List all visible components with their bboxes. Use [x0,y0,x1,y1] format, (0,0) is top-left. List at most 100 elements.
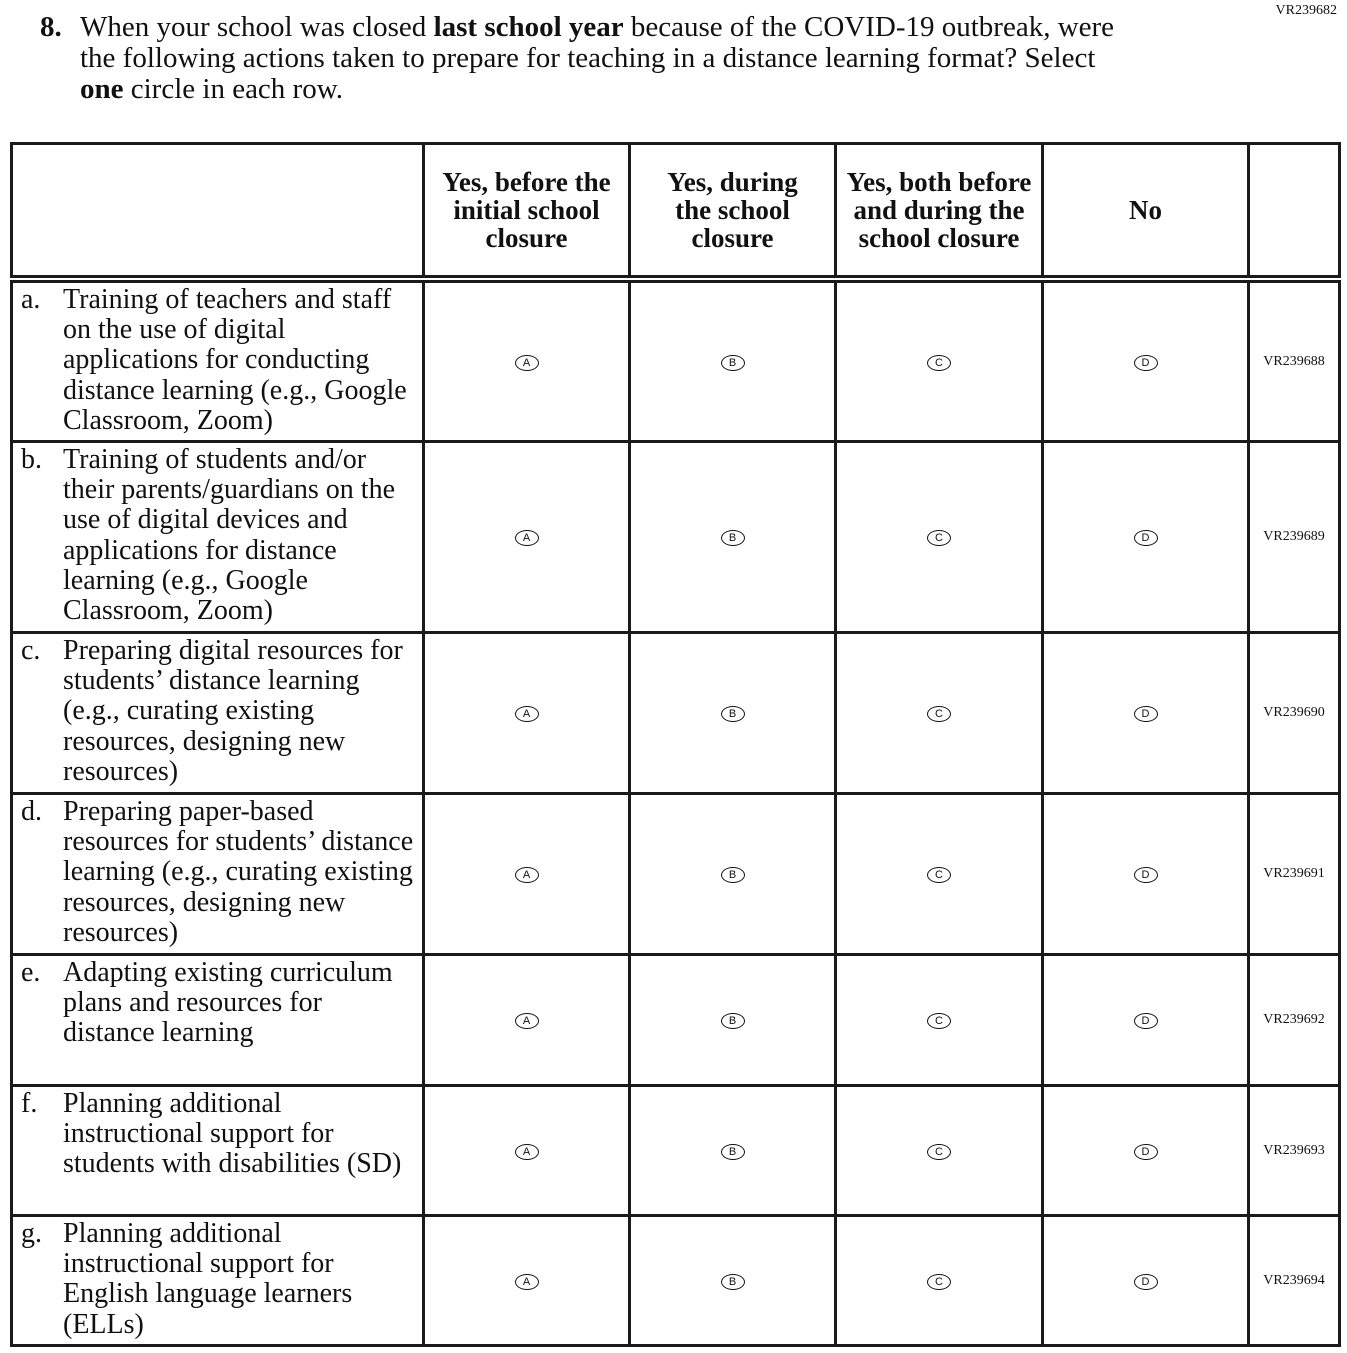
item-letter: g. [21,1218,42,1250]
table-row: a. Training of teachers and staff on the … [10,277,1341,444]
answer-bubble-d[interactable]: D [1133,1273,1158,1290]
column-header: No [1041,142,1250,283]
header-blank [1247,142,1341,283]
question-text-part: circle in each row. [123,73,344,105]
answer-bubble-a[interactable]: A [514,354,539,371]
bubble-cell: C [834,440,1044,635]
bubble-cell: A [422,440,631,635]
item-id: VR239693 [1247,1084,1341,1218]
table-row: g. Planning additional instructional supp… [10,1214,1341,1348]
answer-bubble-c[interactable]: C [927,1013,951,1030]
bubble-cell: B [628,1214,837,1348]
question-text-part: When your school was closed [80,11,434,43]
answer-bubble-c[interactable]: C [927,530,951,547]
table-row: e. Adapting existing curriculum plans and… [10,953,1341,1088]
answer-bubble-b[interactable]: B [720,867,745,884]
item-letter: c. [21,635,41,667]
bubble-cell: A [422,277,631,444]
bubble-cell: A [422,792,631,957]
item-text: Preparing digital resources for students… [63,635,403,787]
item-letter: b. [21,444,42,476]
answer-bubble-c[interactable]: C [927,1273,951,1290]
answer-bubble-c[interactable]: C [927,1143,951,1160]
item-letter: e. [21,957,41,989]
item-letter: f. [21,1088,38,1120]
column-header: Yes, both before and during the school c… [834,142,1044,283]
answer-bubble-a[interactable]: A [514,867,539,884]
item-id: VR239688 [1247,277,1341,444]
bubble-cell: C [834,1214,1044,1348]
answer-bubble-c[interactable]: C [927,867,951,884]
bubble-cell: C [834,277,1044,444]
item-text: Training of teachers and staff on the us… [63,284,407,436]
bubble-cell: D [1041,440,1250,635]
answer-bubble-a[interactable]: A [514,1143,539,1160]
answer-bubble-d[interactable]: D [1133,706,1158,723]
question-emphasis: one [80,73,124,105]
table-row: b. Training of students and/or their pare… [10,440,1341,635]
answer-bubble-b[interactable]: B [720,1013,745,1030]
bubble-cell: D [1041,1084,1250,1218]
bubble-cell: B [628,440,837,635]
item-cell: e. Adapting existing curriculum plans and… [10,953,425,1088]
answer-bubble-a[interactable]: A [514,1013,539,1030]
bubble-cell: D [1041,277,1250,444]
bubble-cell: A [422,631,631,796]
item-letter: a. [21,284,41,315]
item-text: Training of students and/or their parent… [63,444,396,627]
answer-bubble-d[interactable]: D [1133,1143,1158,1160]
question-emphasis: last school year [433,11,624,43]
answer-bubble-c[interactable]: C [927,706,951,723]
bubble-cell: B [628,277,837,444]
answer-bubble-a[interactable]: A [514,1273,539,1290]
bubble-cell: A [422,1214,631,1348]
answer-bubble-d[interactable]: D [1133,354,1158,371]
answer-bubble-d[interactable]: D [1133,1013,1158,1030]
item-cell: f. Planning additional instructional supp… [10,1084,425,1218]
item-cell: a. Training of teachers and staff on the … [10,277,425,444]
response-grid: Yes, before the initial school closure Y… [10,142,1341,1348]
bubble-cell: A [422,1084,631,1218]
answer-bubble-b[interactable]: B [720,530,745,547]
item-id: VR239694 [1247,1214,1341,1348]
answer-bubble-b[interactable]: B [720,706,745,723]
bubble-cell: C [834,792,1044,957]
question: 8. When your school was closed last scho… [40,12,1140,105]
bubble-cell: B [628,1084,837,1218]
answer-bubble-c[interactable]: C [927,354,951,371]
bubble-cell: C [834,953,1044,1088]
table-row: c. Preparing digital resources for studen… [10,631,1341,796]
answer-bubble-a[interactable]: A [514,706,539,723]
item-text: Adapting existing curriculum plans and r… [63,957,393,1049]
answer-bubble-d[interactable]: D [1133,530,1158,547]
question-text-part: because of the COVID-19 outbreak, were t… [80,11,1115,74]
answer-bubble-a[interactable]: A [514,530,539,547]
answer-bubble-d[interactable]: D [1133,867,1158,884]
bubble-cell: D [1041,792,1250,957]
item-id: VR239692 [1247,953,1341,1088]
item-text: Preparing paper-based resources for stud… [63,796,414,948]
header-row: Yes, before the initial school closure Y… [10,142,1341,283]
item-id: VR239690 [1247,631,1341,796]
column-header: Yes, during the school closure [628,142,837,283]
item-cell: c. Preparing digital resources for studen… [10,631,425,796]
bubble-cell: B [628,792,837,957]
bubble-cell: C [834,631,1044,796]
item-id: VR239691 [1247,792,1341,957]
bubble-cell: D [1041,1214,1250,1348]
item-letter: d. [21,796,42,828]
answer-bubble-b[interactable]: B [720,1273,745,1290]
bubble-cell: D [1041,631,1250,796]
bubble-cell: B [628,631,837,796]
item-cell: g. Planning additional instructional supp… [10,1214,425,1348]
bubble-cell: A [422,953,631,1088]
table-row: f. Planning additional instructional supp… [10,1084,1341,1218]
answer-bubble-b[interactable]: B [720,354,745,371]
item-cell: b. Training of students and/or their pare… [10,440,425,635]
header-blank [10,142,425,283]
item-text: Planning additional instructional suppor… [63,1218,353,1340]
form-id: VR239682 [1275,3,1337,18]
column-header: Yes, before the initial school closure [422,142,631,283]
answer-bubble-b[interactable]: B [720,1143,745,1160]
question-text: When your school was closed last school … [80,12,1140,105]
